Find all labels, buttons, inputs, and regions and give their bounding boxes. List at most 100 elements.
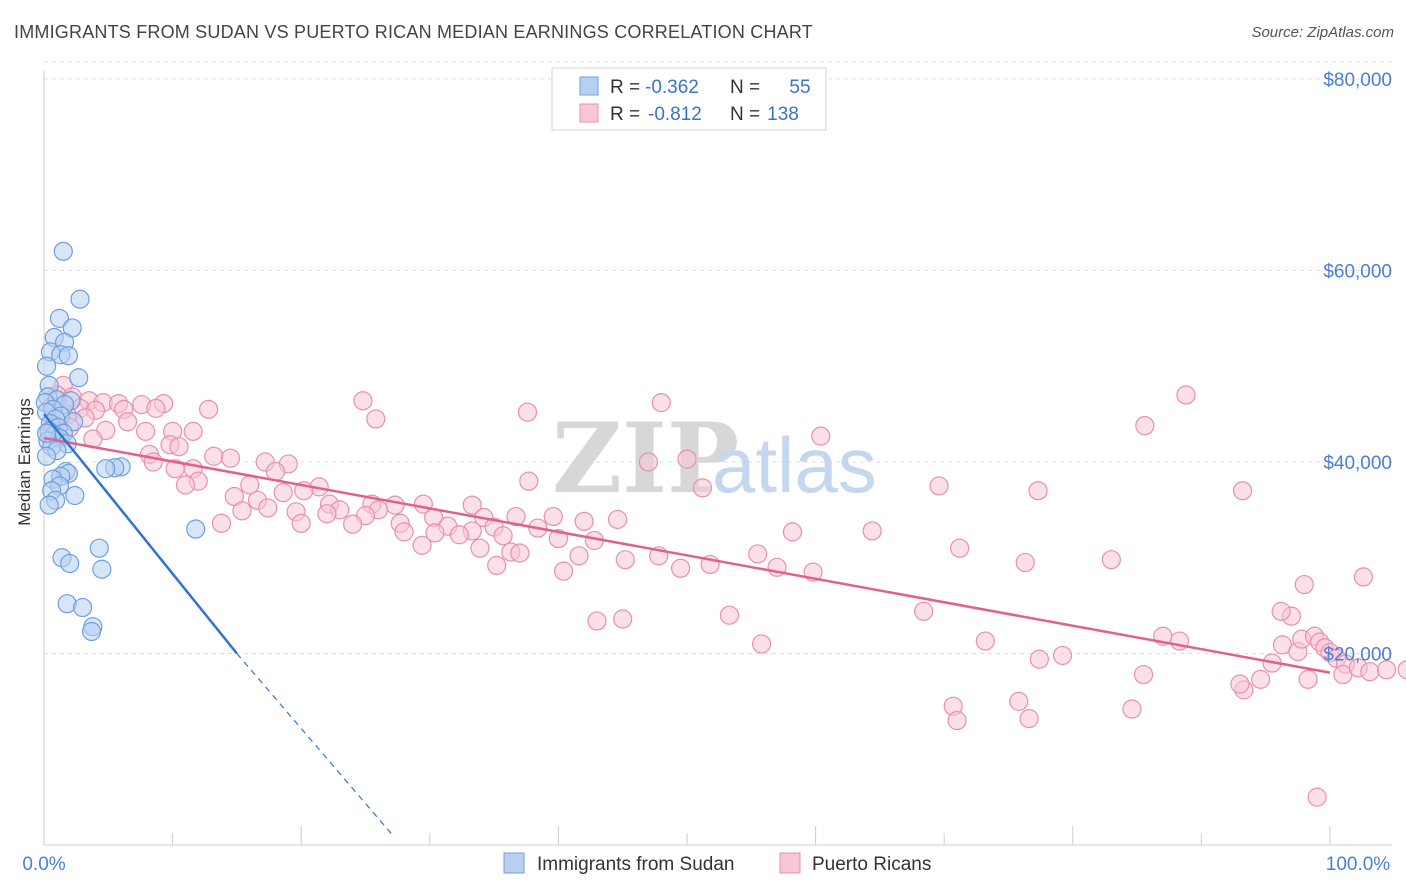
puerto-ricans-point-113 (751, 634, 772, 654)
puerto-ricans-point-134 (1298, 669, 1318, 689)
puerto-ricans-point-94 (1015, 552, 1035, 573)
puerto-ricans-point-107 (1176, 385, 1196, 405)
puerto-ricans-point-123 (1133, 664, 1154, 685)
puerto-ricans-point-104 (651, 393, 671, 413)
legend-swatch-sudan (503, 852, 525, 874)
puerto-ricans-point-116 (1009, 691, 1029, 711)
puerto-ricans-point-77 (412, 535, 432, 555)
puerto-ricans-point-27 (169, 437, 189, 457)
sudan-point-32 (36, 446, 57, 466)
puerto-ricans-point-76 (449, 525, 469, 545)
x-tick-min: 0.0% (22, 854, 65, 875)
puerto-ricans-point-91 (748, 544, 768, 564)
puerto-ricans-point-63 (211, 513, 232, 533)
x-tick-max: 100.0% (1326, 854, 1391, 875)
puerto-ricans-point-47 (385, 495, 405, 515)
puerto-ricans-points (39, 375, 1406, 807)
puerto-ricans-point-85 (553, 561, 574, 581)
sudan-point-54 (36, 423, 57, 443)
puerto-ricans-point-98 (677, 449, 697, 469)
puerto-ricans-point-122 (1101, 550, 1121, 570)
stats-legend-swatch-sudan (579, 76, 599, 96)
puerto-ricans-point-101 (366, 409, 386, 429)
puerto-ricans-point-83 (615, 550, 635, 570)
puerto-ricans-point-53 (232, 501, 252, 521)
stats-legend-r-label-puerto-ricans: R = (610, 104, 640, 125)
puerto-ricans-point-97 (638, 452, 659, 472)
puerto-ricans-point-42 (273, 483, 293, 503)
puerto-ricans-point-13 (199, 399, 219, 419)
sudan-point-45 (186, 519, 206, 539)
stats-legend-r-value-sudan: -0.362 (645, 77, 699, 98)
sudan-point-49 (92, 559, 112, 579)
puerto-ricans-point-60 (506, 506, 526, 527)
puerto-ricans-point-100 (519, 471, 539, 491)
puerto-ricans-point-99 (692, 478, 713, 498)
puerto-ricans-point-119 (1029, 649, 1049, 669)
sudan-point-0 (53, 241, 73, 261)
puerto-ricans-point-120 (1052, 645, 1073, 666)
source-label: Source: ZipAtlas.com (1251, 24, 1394, 41)
puerto-ricans-point-61 (543, 506, 563, 527)
puerto-ricans-point-65 (343, 514, 363, 534)
series-legend: Immigrants from Sudan Puerto Ricans (503, 852, 931, 875)
puerto-ricans-point-12 (146, 398, 166, 418)
puerto-ricans-point-55 (317, 504, 337, 524)
stats-legend: R = -0.362 N = 55 R = -0.812 N = 138 (551, 67, 827, 131)
puerto-ricans-point-49 (462, 495, 482, 515)
y-axis-tick-labels: $20,000 $40,000 $60,000 $80,000 (1323, 70, 1392, 666)
puerto-ricans-point-84 (487, 555, 507, 576)
watermark: ZIP atlas (552, 402, 877, 515)
stats-legend-r-label-sudan: R = (610, 77, 640, 98)
sudan-point-35 (96, 459, 116, 479)
sudan-point-1 (70, 289, 90, 309)
puerto-ricans-point-78 (470, 538, 490, 558)
puerto-ricans-point-75 (425, 523, 445, 543)
sudan-point-48 (60, 553, 80, 574)
watermark-atlas: atlas (712, 421, 877, 509)
puerto-ricans-point-148 (1397, 660, 1406, 680)
y-tick-label-20000: $20,000 (1323, 645, 1392, 666)
puerto-ricans-point-69 (607, 509, 628, 530)
y-tick-label-40000: $40,000 (1323, 453, 1392, 474)
puerto-ricans-point-87 (670, 558, 691, 578)
x-axis-ticks (43, 826, 1331, 845)
puerto-ricans-point-115 (947, 710, 967, 731)
stats-legend-n-value-sudan: 55 (789, 77, 810, 98)
puerto-ricans-point-29 (204, 446, 224, 466)
y-tick-label-60000: $60,000 (1323, 262, 1392, 283)
puerto-ricans-point-109 (914, 601, 934, 621)
sudan-point-42 (65, 485, 85, 506)
puerto-ricans-point-20 (135, 421, 156, 441)
puerto-ricans-point-81 (569, 546, 589, 566)
sudan-point-2 (49, 308, 70, 328)
puerto-ricans-point-147 (1376, 660, 1397, 680)
puerto-ricans-point-16 (117, 412, 138, 432)
puerto-ricans-point-110 (719, 605, 740, 625)
puerto-ricans-point-92 (782, 522, 803, 542)
puerto-ricans-point-149 (1353, 567, 1374, 587)
puerto-ricans-point-141 (1271, 601, 1291, 621)
puerto-ricans-point-90 (950, 538, 970, 558)
puerto-ricans-point-30 (220, 448, 241, 468)
puerto-ricans-point-50 (258, 498, 278, 518)
puerto-ricans-point-111 (587, 611, 607, 631)
sudan-point-51 (72, 597, 93, 618)
puerto-ricans-point-62 (574, 511, 594, 531)
puerto-ricans-point-112 (613, 609, 633, 629)
puerto-ricans-point-142 (1294, 574, 1314, 595)
legend-swatch-puerto-ricans (779, 852, 801, 874)
puerto-ricans-point-22 (183, 421, 203, 441)
sudan-point-10 (69, 368, 89, 388)
puerto-ricans-point-105 (811, 426, 831, 446)
sudan-point-46 (89, 538, 109, 558)
stats-legend-n-label-sudan: N = (730, 77, 760, 98)
puerto-ricans-point-64 (291, 513, 311, 533)
puerto-ricans-point-38 (175, 475, 196, 495)
stats-legend-n-value-puerto-ricans: 138 (767, 104, 799, 125)
puerto-ricans-point-103 (517, 402, 538, 422)
y-tick-label-80000: $80,000 (1323, 70, 1392, 91)
stats-legend-n-label-puerto-ricans: N = (730, 104, 760, 125)
puerto-ricans-point-117 (1019, 709, 1039, 729)
